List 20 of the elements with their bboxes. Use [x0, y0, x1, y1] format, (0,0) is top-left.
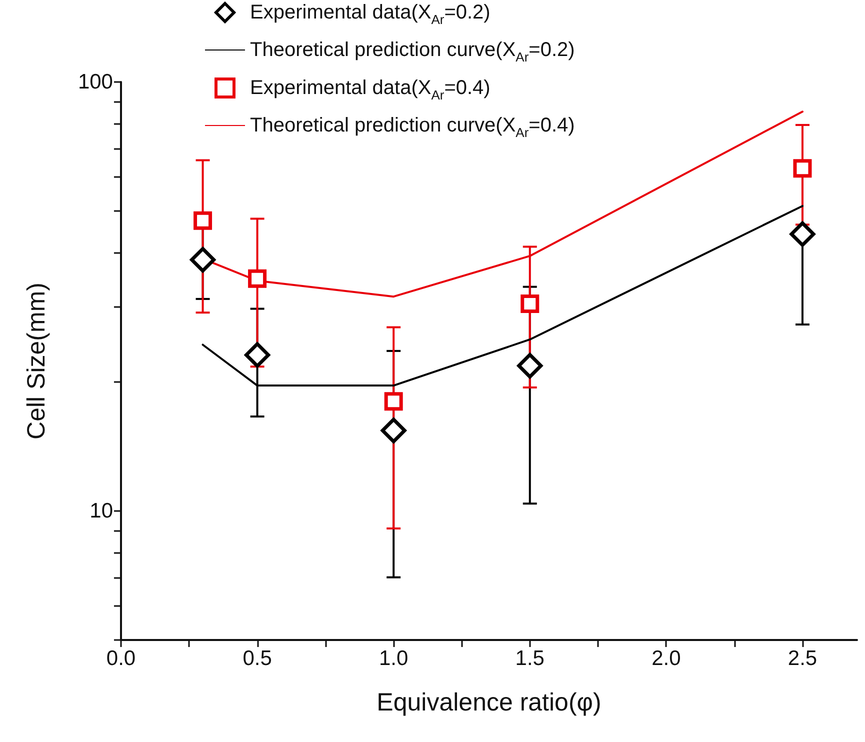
point: [384, 392, 403, 411]
point: [194, 211, 212, 230]
point: [790, 221, 816, 247]
y-tick-label: 10: [90, 499, 113, 522]
x-axis-title: Equivalence ratio(φ): [376, 688, 602, 716]
x-tick-label: 0.5: [242, 647, 272, 670]
point: [793, 159, 812, 178]
point: [380, 418, 406, 444]
x-tick-label: 1.5: [515, 647, 544, 670]
point: [244, 342, 270, 368]
point: [517, 352, 543, 378]
point: [248, 269, 267, 288]
x-tick-label: 1.0: [378, 647, 408, 670]
y-tick-label: 100: [78, 70, 113, 94]
point: [520, 294, 540, 314]
x-tick-label: 2.0: [652, 647, 681, 670]
y-axis-title: Cell Size(mm): [22, 282, 50, 440]
text: 0.0: [106, 647, 136, 670]
x-tick-label: 2.5: [788, 647, 818, 670]
point: [190, 247, 216, 273]
